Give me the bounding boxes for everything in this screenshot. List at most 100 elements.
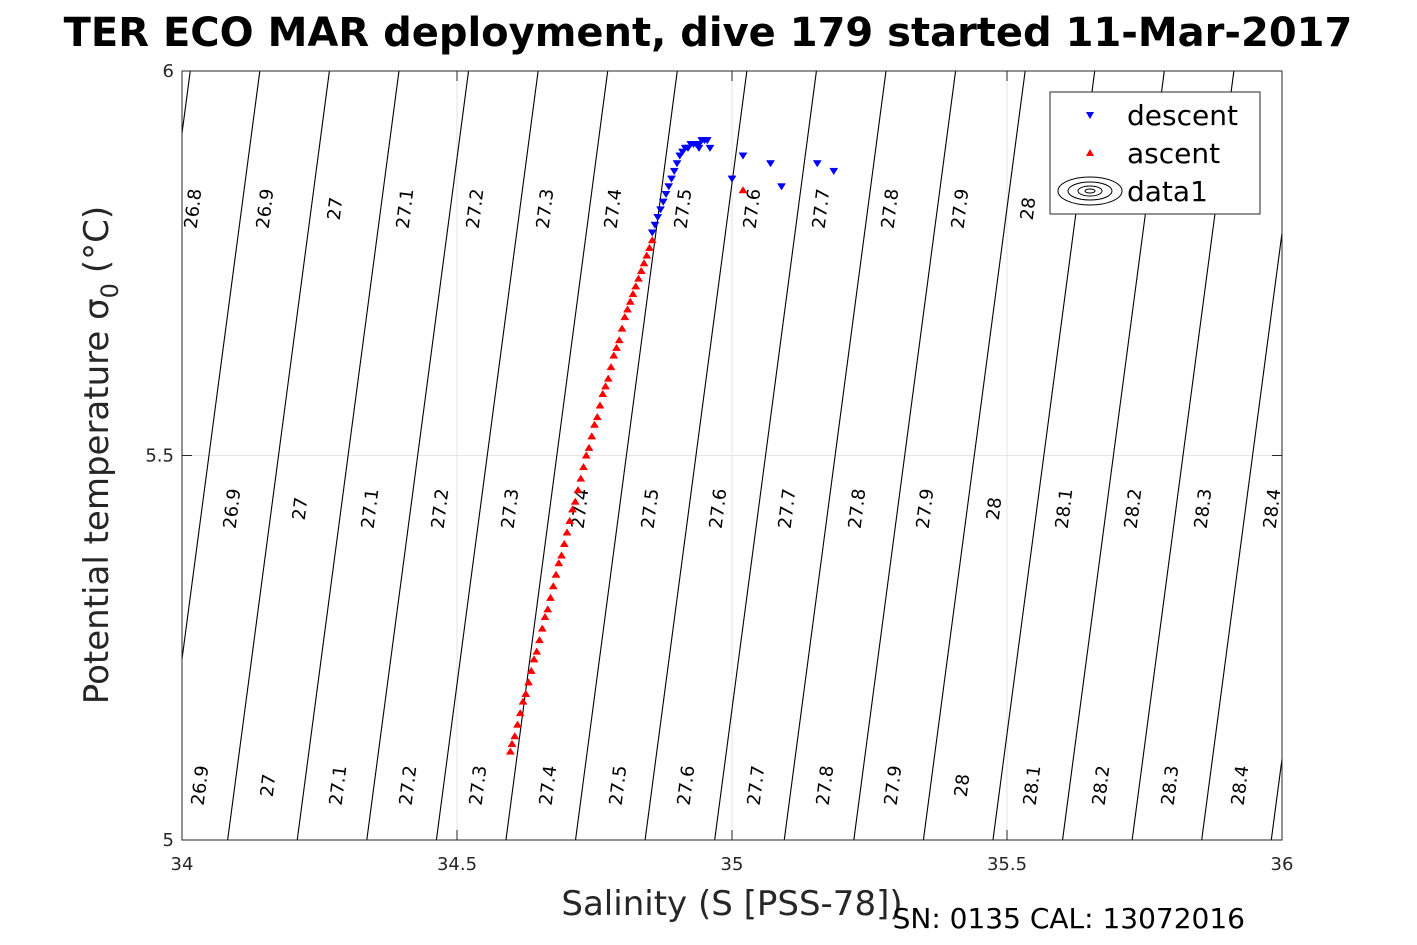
data-points xyxy=(505,137,839,755)
contour-label-background xyxy=(535,185,555,234)
contour-label-background xyxy=(500,485,520,534)
ascent-point xyxy=(505,747,515,755)
contour-label: 26.9 xyxy=(188,764,214,806)
ascent-point xyxy=(576,474,586,482)
x-tick-label: 35.5 xyxy=(987,854,1027,875)
contour-label: 28 xyxy=(951,773,975,798)
ascent-point xyxy=(584,443,594,451)
x-tick-label: 34.5 xyxy=(437,854,477,875)
isopycnal-line xyxy=(1201,233,1283,841)
contour-label: 27.5 xyxy=(638,487,664,529)
isopycnal-line xyxy=(366,70,470,841)
ascent-point xyxy=(565,516,575,524)
contour-label: 27.3 xyxy=(466,764,492,806)
ascent-point xyxy=(570,497,580,505)
legend-label: data1 xyxy=(1127,175,1208,208)
ascent-point xyxy=(595,401,605,409)
contour-label: 28 xyxy=(983,496,1007,521)
isopycnal-line xyxy=(505,70,609,841)
contour-label-background xyxy=(1160,762,1180,811)
ascent-point xyxy=(631,282,641,290)
descent-point xyxy=(650,221,660,229)
ascent-point xyxy=(510,732,520,740)
contour-label: 26.9 xyxy=(253,188,279,230)
ascent-point xyxy=(625,297,635,305)
ascent-point xyxy=(645,243,654,251)
contour-label-background xyxy=(815,762,835,811)
contour-label: 28.4 xyxy=(1228,764,1254,806)
ascent-point xyxy=(581,451,591,459)
y-tick-label: 5 xyxy=(163,830,174,851)
legend-box xyxy=(1049,91,1261,215)
ascent-point xyxy=(634,274,643,282)
contour-label: 27.6 xyxy=(706,487,732,529)
legend-marker-contour xyxy=(1057,176,1123,206)
contour-label-background xyxy=(325,185,345,234)
y-tick-label: 5.5 xyxy=(145,446,174,467)
contour-label: 27 xyxy=(257,773,281,798)
ascent-point xyxy=(617,324,627,332)
legend: descent ascent data1 xyxy=(1049,91,1261,215)
contour-label-background xyxy=(880,185,900,234)
ascent-point xyxy=(562,528,572,536)
contour-label: 27.1 xyxy=(326,764,352,806)
descent-point xyxy=(702,137,712,145)
ascent-point xyxy=(513,720,522,728)
contour-label: 27.9 xyxy=(913,487,939,529)
contour-label: 28.3 xyxy=(1158,764,1184,806)
contour-label-background xyxy=(570,485,590,534)
ascent-point xyxy=(543,605,553,613)
contour-label-background xyxy=(742,185,762,234)
contour-label: 27.7 xyxy=(809,188,835,230)
descent-point xyxy=(667,175,676,183)
ascent-point xyxy=(557,551,566,559)
ascent-point xyxy=(521,689,531,697)
descent-point xyxy=(727,175,737,183)
x-tick-label: 35 xyxy=(721,854,744,875)
contour-label: 27.5 xyxy=(671,188,697,230)
contour-label-background xyxy=(1262,485,1282,534)
ascent-point xyxy=(612,343,621,351)
contour-label: 27.9 xyxy=(948,188,974,230)
contour-label: 26.8 xyxy=(181,188,207,230)
legend-marker-contour xyxy=(1077,185,1103,197)
y-axis-label-main: Potential temperature σ xyxy=(77,298,117,704)
descent-point xyxy=(766,160,775,168)
x-axis-label: Salinity (S [PSS-78]) xyxy=(561,884,902,924)
legend-label: descent xyxy=(1127,99,1238,132)
ascent-point xyxy=(548,582,558,590)
isopycnal-line xyxy=(181,70,191,134)
isopycnal-line xyxy=(714,70,817,841)
ascent-point xyxy=(598,389,608,398)
ascent-point xyxy=(537,624,547,632)
ascent-point xyxy=(551,570,561,578)
contour-label: 27 xyxy=(289,496,313,521)
contour-label: 27.8 xyxy=(878,188,904,230)
legend-label: ascent xyxy=(1127,137,1220,170)
ascent-point xyxy=(568,505,577,513)
contour-label: 28.1 xyxy=(1052,487,1078,529)
contour-label-background xyxy=(847,485,867,534)
ascent-point xyxy=(532,647,542,655)
ascent-point xyxy=(647,236,657,244)
contour-label: 27.8 xyxy=(845,487,871,529)
ascent-point xyxy=(573,486,583,494)
contour-label-background xyxy=(708,485,728,534)
descent-point xyxy=(738,152,748,160)
isopycnal-line xyxy=(296,70,400,841)
contour-label-background xyxy=(360,485,380,534)
descent-point xyxy=(656,206,665,214)
contour-label-background xyxy=(290,485,310,534)
descent-point xyxy=(683,144,693,152)
contour-label-background xyxy=(1230,762,1250,811)
y-axis-label-unit: (°C) xyxy=(77,206,117,273)
descent-point xyxy=(812,160,822,168)
contour-label-background xyxy=(395,185,415,234)
ascent-point xyxy=(642,251,652,259)
ascent-point xyxy=(738,186,748,194)
contour-label: 28.1 xyxy=(1020,764,1046,806)
ascent-point xyxy=(579,462,588,471)
ascent-point xyxy=(507,739,517,747)
descent-point xyxy=(647,229,657,237)
ascent-point xyxy=(614,336,624,344)
